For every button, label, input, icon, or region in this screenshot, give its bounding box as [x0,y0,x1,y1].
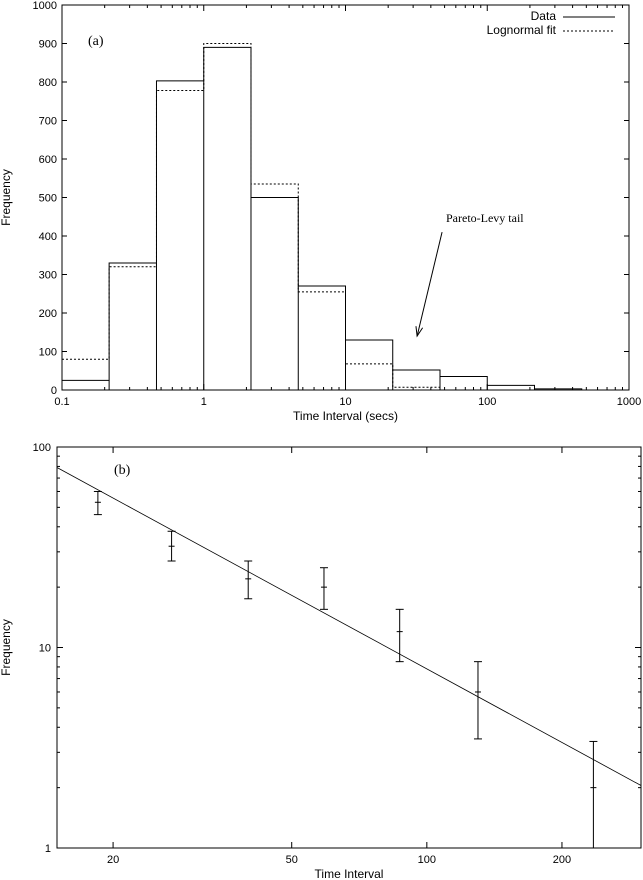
data-point [319,567,328,610]
x-tick-label: 20 [107,854,119,866]
panel-a-x-axis-label: Time Interval (secs) [293,409,398,423]
y-tick-label: 300 [39,270,57,282]
lognormal-fit-line [62,43,629,391]
annotation-arrowhead [415,326,424,338]
y-tick-label: 800 [39,77,57,89]
data-point [589,740,598,849]
y-tick-label: 200 [39,308,57,320]
panel-b-y-axis-label: Frequency [0,619,13,676]
y-tick-label: 400 [39,231,57,243]
data-point [93,490,102,516]
panel-b-scatter: 1 10 100 20 50 100 200 Time Interval Frequenc… [0,442,642,880]
x-tick-label: 10 [339,396,351,408]
y-tick-label: 600 [39,154,57,166]
panel-a-y-axis-label: Frequency [0,169,13,226]
panel-a-y-axis: 0 100 200 300 400 500 600 700 800 900 1000 [33,0,629,397]
x-tick-label: 100 [418,854,436,866]
y-tick-label: 900 [39,39,57,51]
panel-b-x-axis-label: Time Interval [315,867,384,880]
panel-b-points [93,490,598,849]
panel-a-label: (a) [88,34,104,49]
panel-a-legend: Data Lognormal fit [487,9,615,37]
y-tick-label: 700 [39,116,57,128]
panel-a-series [62,43,629,391]
pareto-levy-annotation: Pareto-Levy tail [415,211,524,338]
panel-b-label: (b) [114,463,131,478]
legend-entry-lognormal-label: Lognormal fit [487,23,557,37]
data-point [395,608,404,663]
data-point [167,530,176,562]
x-tick-label: 100 [478,396,496,408]
y-tick-label: 100 [33,442,51,454]
panel-b-x-axis: 20 50 100 200 [107,447,571,866]
x-tick-label: 200 [553,854,571,866]
x-tick-label: 1 [201,396,207,408]
panel-a-histogram: 0 100 200 300 400 500 600 700 800 900 1000 0.1 1 10 1… [0,0,641,423]
data-point [473,661,482,740]
data-point [244,560,253,600]
panel-b-fit-line [56,467,642,786]
legend-entry-data-label: Data [531,9,557,23]
y-tick-label: 100 [39,347,57,359]
y-tick-label: 1 [45,843,51,855]
x-tick-label: 0.1 [54,396,69,408]
y-tick-label: 500 [39,193,57,205]
annotation-text: Pareto-Levy tail [446,211,524,225]
x-tick-label: 50 [286,854,298,866]
y-tick-label: 0 [51,385,57,397]
panel-b-y-axis: 1 10 100 [33,442,641,855]
annotation-arrow [416,232,443,337]
y-tick-label: 10 [39,643,51,655]
y-tick-label: 1000 [33,0,57,12]
x-tick-label: 1000 [617,396,641,408]
